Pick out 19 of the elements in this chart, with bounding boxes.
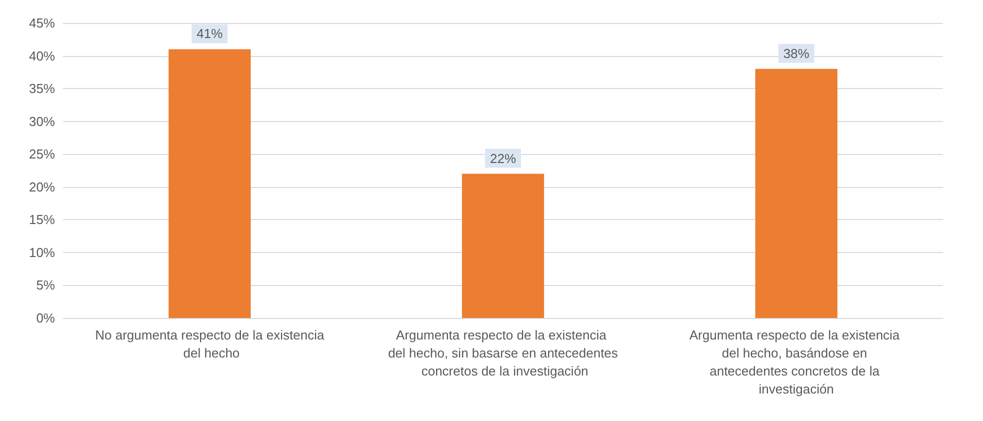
y-tick-label: 25%	[28, 146, 56, 162]
x-tick-label: No argumenta respecto de la existencia del hecho	[95, 328, 325, 360]
y-tick-label: 0%	[36, 310, 56, 326]
y-tick-label: 30%	[28, 114, 56, 129]
y-tick-label: 40%	[28, 48, 56, 64]
y-tick-label: 5%	[36, 278, 56, 293]
bar	[168, 49, 251, 318]
y-tick-label: 45%	[28, 16, 56, 30]
y-tick-label: 35%	[28, 81, 56, 96]
bar	[462, 174, 544, 318]
y-tick-label: 10%	[28, 244, 56, 260]
x-tick-label: Argumenta respecto de la existencia del hecho, basándose en antecedentes concretos de la investigación	[689, 328, 904, 396]
data-label: 38%	[783, 46, 810, 61]
data-label: 41%	[196, 26, 224, 42]
x-tick-label: Argumenta respecto de la existencia del hecho, sin basarse en antecedentes concretos de la investigación	[388, 328, 618, 378]
y-tick-label: 20%	[28, 179, 56, 194]
y-tick-label: 15%	[28, 212, 56, 228]
data-label: 22%	[490, 150, 516, 166]
bar	[755, 68, 838, 318]
